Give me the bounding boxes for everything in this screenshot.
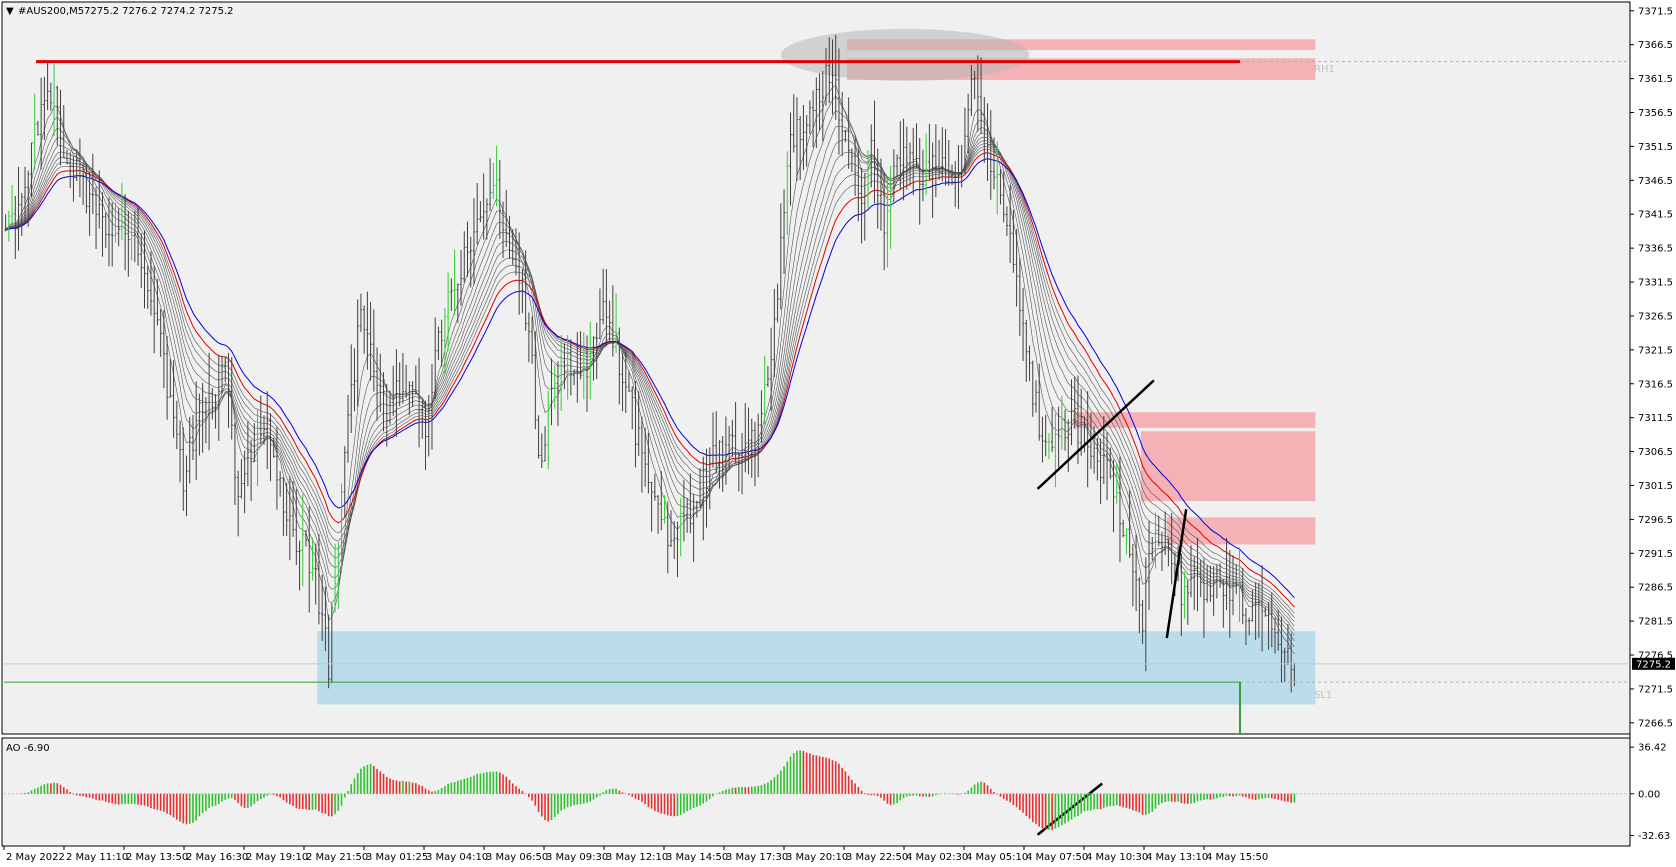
time-tick-label: 4 May 13:10 (1146, 852, 1208, 863)
time-tick-label: 3 May 09:30 (546, 852, 608, 863)
price-tick-label: 7306.5 (1638, 447, 1673, 458)
ao-tick-label: -32.63 (1638, 831, 1670, 842)
price-tick-label: 7326.5 (1638, 311, 1673, 322)
ao-tick-label: 36.42 (1638, 743, 1667, 754)
price-tick-label: 7266.5 (1638, 718, 1673, 729)
time-tick-label: 3 May 17:30 (726, 852, 788, 863)
demand-zone-5 (317, 631, 1316, 705)
ma-line-15 (5, 125, 1295, 636)
ma-line-30 (5, 148, 1295, 614)
price-tick-label: 7281.5 (1638, 617, 1673, 628)
price-tick-label: 7271.5 (1638, 684, 1673, 695)
time-tick-label: 4 May 05:10 (966, 852, 1028, 863)
time-tick-label: 2 May 13:50 (126, 852, 188, 863)
levels-layer (4, 60, 1630, 836)
ma-line-18 (5, 136, 1295, 631)
ma-line-40 (5, 158, 1295, 599)
supply-zone-4 (1166, 517, 1316, 545)
time-tick-label: 3 May 20:10 (786, 852, 848, 863)
time-tick-label: 3 May 01:25 (366, 852, 428, 863)
ma-line-24 (5, 143, 1295, 622)
price-tick-label: 7341.5 (1638, 210, 1673, 221)
price-tick-label: 7356.5 (1638, 108, 1673, 119)
price-tick-label: 7291.5 (1638, 549, 1673, 560)
time-tick-label: 2 May 2022 (6, 852, 65, 863)
ao-histogram (4, 750, 1630, 831)
supply-zone-0 (847, 39, 1316, 51)
time-tick-label: 4 May 07:50 (1026, 852, 1088, 863)
rh1-label: RH1 (1314, 64, 1335, 75)
supply-zone-3 (1140, 431, 1316, 502)
price-tick-label: 7311.5 (1638, 413, 1673, 424)
time-tick-label: 2 May 19:10 (246, 852, 308, 863)
ao-tick-label: 0.00 (1638, 789, 1660, 800)
trendline-0[interactable] (1036, 379, 1155, 490)
ma-line-27 (5, 145, 1295, 618)
price-tick-label: 7331.5 (1638, 278, 1673, 289)
price-tick-label: 7371.5 (1638, 6, 1673, 17)
sl1-label: SL1 (1314, 690, 1332, 701)
current-price-value: 7275.2 (1636, 659, 1671, 670)
time-tick-label: 2 May 16:30 (186, 852, 248, 863)
time-tick-label: 2 May 11:10 (66, 852, 128, 863)
highlight-ellipse (781, 28, 1030, 81)
price-tick-label: 7301.5 (1638, 481, 1673, 492)
time-tick-label: 4 May 15:50 (1206, 852, 1268, 863)
ohlc-label: 7275.2 7276.2 7274.2 7275.2 (84, 6, 234, 17)
price-tick-label: 7316.5 (1638, 379, 1673, 390)
axes: 7371.5 7366.5 7361.5 7356.5 7351.5 7346.5 7341… (3, 6, 1675, 863)
ma-line-34 (5, 152, 1295, 608)
trendline-1[interactable] (1165, 509, 1188, 639)
ma-line-12 (5, 110, 1295, 641)
price-tick-label: 7321.5 (1638, 345, 1673, 356)
time-tick-label: 4 May 02:30 (906, 852, 968, 863)
price-tick-label: 7351.5 (1638, 142, 1673, 153)
price-tick-label: 7336.5 (1638, 244, 1673, 255)
time-tick-label: 3 May 22:50 (846, 852, 908, 863)
zones-layer (317, 28, 1316, 705)
time-tick-label: 2 May 21:50 (306, 852, 368, 863)
price-tick-label: 7276.5 (1638, 651, 1673, 662)
ma-ribbon (5, 84, 1295, 655)
current-price-tag (1632, 657, 1675, 670)
time-tick-label: 3 May 06:50 (486, 852, 548, 863)
time-tick-label: 3 May 12:10 (606, 852, 668, 863)
price-tick-label: 7286.5 (1638, 583, 1673, 594)
time-tick-label: 3 May 14:50 (666, 852, 728, 863)
time-tick-label: 3 May 04:10 (426, 852, 488, 863)
price-tick-label: 7366.5 (1638, 40, 1673, 51)
ao-label: AO -6.90 (6, 743, 50, 754)
header-arrow-icon[interactable]: ▼ (6, 6, 14, 17)
ma-line-21 (5, 140, 1295, 627)
price-tick-label: 7346.5 (1638, 176, 1673, 187)
symbol-label: #AUS200,M5 (18, 6, 84, 17)
candles-layer (4, 34, 1296, 693)
price-tick-label: 7361.5 (1638, 74, 1673, 85)
time-tick-label: 4 May 10:30 (1086, 852, 1148, 863)
price-tick-label: 7296.5 (1638, 515, 1673, 526)
supply-zone-2 (1073, 412, 1316, 428)
